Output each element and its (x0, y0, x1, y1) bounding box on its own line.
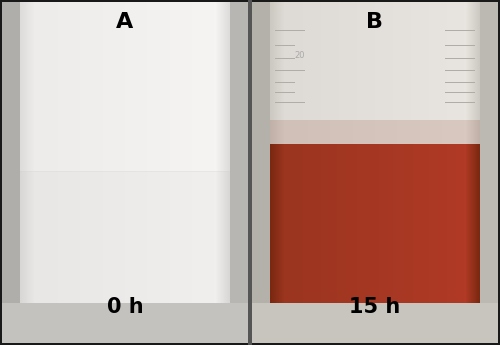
Text: B: B (366, 12, 384, 32)
Text: 15 h: 15 h (350, 297, 401, 317)
Text: A: A (116, 12, 134, 32)
Text: 0 h: 0 h (106, 297, 144, 317)
Text: 20: 20 (294, 50, 304, 59)
